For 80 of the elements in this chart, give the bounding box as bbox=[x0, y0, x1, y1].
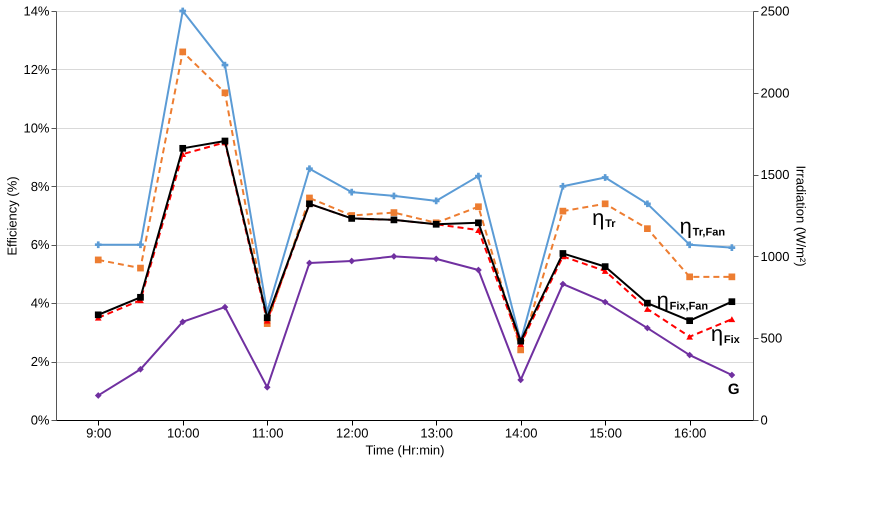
x-tick-label: 15:00 bbox=[589, 426, 622, 440]
point bbox=[728, 316, 736, 322]
y-tick-label: 14% bbox=[23, 4, 50, 18]
point bbox=[644, 200, 651, 208]
point bbox=[602, 200, 609, 208]
point bbox=[728, 372, 736, 378]
point bbox=[475, 203, 482, 210]
y-tick-label: 2% bbox=[30, 354, 50, 370]
point bbox=[475, 266, 482, 274]
point bbox=[644, 225, 651, 232]
point bbox=[517, 376, 524, 384]
point bbox=[306, 165, 313, 172]
point bbox=[686, 352, 693, 358]
point bbox=[390, 209, 398, 216]
series-label: G bbox=[728, 381, 740, 398]
point bbox=[560, 250, 566, 257]
point bbox=[94, 256, 102, 264]
point bbox=[686, 334, 693, 340]
point bbox=[728, 244, 736, 251]
y2-tick-label: 1000 bbox=[760, 248, 790, 264]
point bbox=[728, 273, 736, 280]
point bbox=[137, 241, 144, 248]
y-tick-label: 0% bbox=[30, 412, 50, 428]
y-axis-title: Efficiency (%) bbox=[4, 176, 20, 256]
y2-axis-title: Irradiation (W/m²) bbox=[793, 165, 808, 267]
y2-tick-label: 500 bbox=[760, 330, 782, 346]
point bbox=[264, 314, 271, 322]
point bbox=[348, 188, 356, 196]
x-tick-label: 9:00 bbox=[86, 426, 112, 440]
point bbox=[644, 324, 651, 332]
point bbox=[179, 144, 186, 152]
point bbox=[94, 311, 102, 318]
point bbox=[348, 258, 356, 264]
point bbox=[222, 89, 228, 96]
point bbox=[432, 256, 440, 262]
point bbox=[390, 253, 398, 260]
point bbox=[644, 300, 651, 306]
point bbox=[475, 219, 482, 226]
point bbox=[644, 306, 651, 312]
point bbox=[432, 198, 440, 204]
point bbox=[686, 273, 693, 280]
y2-tick-label: 1500 bbox=[760, 167, 790, 182]
x-axis-title: Time (Hr:min) bbox=[366, 442, 444, 458]
y2-tick-label: 2500 bbox=[760, 4, 790, 18]
x-tick-label: 13:00 bbox=[420, 426, 453, 440]
point bbox=[686, 317, 693, 324]
point bbox=[222, 62, 228, 68]
point bbox=[264, 384, 271, 391]
y-tick-label: 6% bbox=[30, 237, 50, 252]
point bbox=[179, 48, 186, 56]
point bbox=[560, 182, 566, 190]
y-tick-label: 4% bbox=[30, 296, 50, 311]
point bbox=[602, 298, 609, 306]
point bbox=[222, 304, 228, 310]
point bbox=[686, 241, 693, 248]
point bbox=[94, 392, 102, 399]
point bbox=[137, 294, 144, 301]
y-tick-label: 12% bbox=[23, 62, 50, 77]
x-tick-label: 11:00 bbox=[252, 426, 284, 440]
y-tick-label: 10% bbox=[23, 120, 50, 136]
point bbox=[390, 192, 398, 200]
point bbox=[179, 8, 186, 14]
point bbox=[602, 174, 609, 181]
point bbox=[179, 318, 186, 326]
point bbox=[560, 208, 566, 214]
y2-tick-label: 2000 bbox=[760, 85, 790, 100]
point bbox=[137, 366, 144, 373]
point bbox=[728, 298, 736, 306]
x-tick-label: 12:00 bbox=[336, 426, 368, 440]
y2-tick-label: 0 bbox=[760, 412, 768, 428]
point bbox=[560, 280, 566, 288]
point bbox=[137, 264, 144, 272]
x-tick-label: 14:00 bbox=[504, 426, 538, 440]
point bbox=[306, 260, 313, 266]
point bbox=[475, 172, 482, 180]
point bbox=[94, 241, 102, 248]
point bbox=[602, 263, 609, 270]
x-tick-label: 16:00 bbox=[674, 426, 706, 440]
y-tick-label: 8% bbox=[30, 178, 50, 194]
x-tick-label: 10:00 bbox=[166, 426, 200, 440]
